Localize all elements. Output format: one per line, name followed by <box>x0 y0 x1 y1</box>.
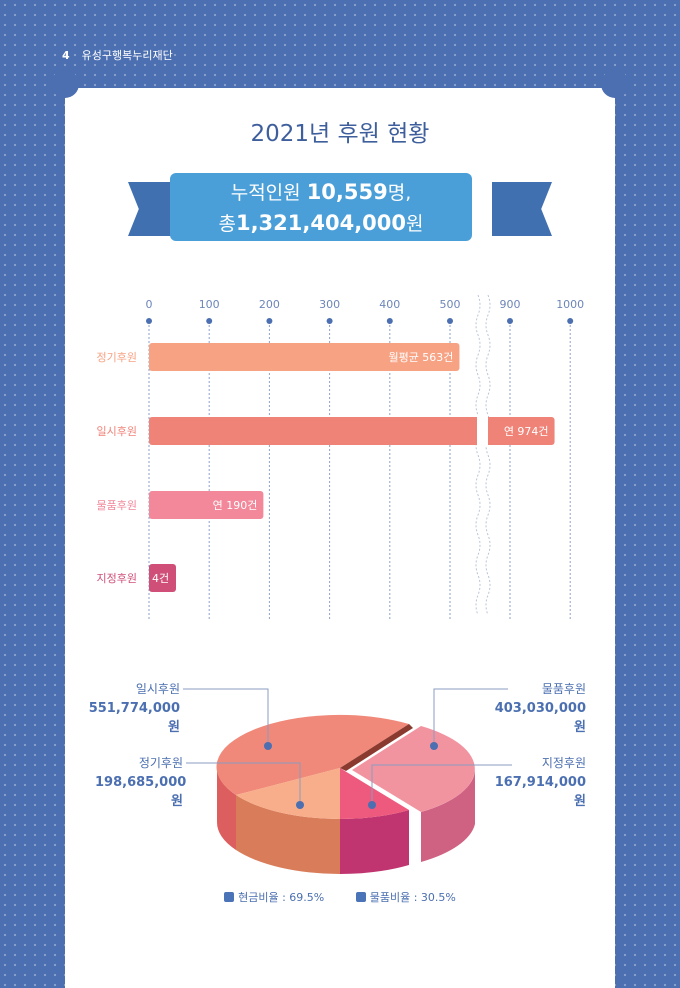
panel-notch <box>601 70 629 98</box>
pie-cut-edge <box>340 724 413 771</box>
bar <box>149 417 555 445</box>
pie-side-mulpum <box>421 769 475 862</box>
panel-notch <box>51 70 79 98</box>
pie-sides <box>216 767 475 875</box>
page-header: 4 유성구행복누리재단 <box>62 47 173 63</box>
tick-label: 0 <box>146 298 153 311</box>
legend-goods: 물품비율 : 30.5% <box>355 891 456 904</box>
callout-jeonggi: 정기후원 198,685,000원 <box>95 756 187 809</box>
org-name: 유성구행복누리재단 <box>81 49 173 62</box>
tick-dot <box>266 318 273 324</box>
tick-label: 1000 <box>556 298 584 311</box>
callout-ilsi: 일시후원 551,774,000원 <box>88 682 180 735</box>
page-title: 2021년 후원 현황 <box>250 121 430 147</box>
tick-dot <box>206 318 213 324</box>
pie-slice-jeonggi <box>236 768 340 820</box>
bar-category-label: 지정후원 <box>97 572 137 585</box>
summary-text: 원 <box>406 213 424 235</box>
pie-slice-mulpum <box>352 726 475 812</box>
pie-side-ilsi <box>216 767 236 850</box>
bar-break-gap <box>477 416 488 446</box>
page-number: 4 <box>62 49 70 62</box>
pie-legend: 현금비율 : 69.5% 물품비율 : 30.5% <box>0 889 680 905</box>
tick-dot <box>447 318 453 324</box>
tick-label: 500 <box>440 298 461 311</box>
legend-cash: 현금비율 : 69.5% <box>224 891 324 904</box>
tick-label: 100 <box>199 298 220 311</box>
callout-jijeong: 지정후원 167,914,000원 <box>494 756 586 809</box>
total-people: 10,559 <box>306 180 388 204</box>
tick-dot <box>386 318 393 324</box>
tick-dot <box>146 318 152 324</box>
bar-data-label: 연 190건 <box>213 499 258 512</box>
tick-label: 300 <box>319 298 340 311</box>
bar-category-label: 일시후원 <box>97 424 137 438</box>
summary-text: 총 <box>218 213 236 235</box>
pie-side-jijeong <box>340 810 409 874</box>
callout-mulpum: 물품후원 403,030,000원 <box>494 682 586 735</box>
callout-dots <box>264 742 438 809</box>
tick-label: 400 <box>379 298 400 311</box>
callout-lines <box>183 688 512 805</box>
bar <box>149 491 264 519</box>
tick-label: 200 <box>259 298 280 311</box>
bar <box>149 564 176 592</box>
summary-text: 명, <box>387 182 412 204</box>
tick-dot <box>567 318 574 324</box>
pie-side-jeonggi <box>236 795 340 875</box>
total-amount: 1,321,404,000 <box>235 211 407 235</box>
bar-data-label: 4건 <box>152 572 169 585</box>
bar-category-label: 물품후원 <box>97 499 137 512</box>
pie-slice-ilsi <box>216 714 409 795</box>
bar-data-label: 월평균 563건 <box>388 351 453 364</box>
tick-dot <box>507 318 513 324</box>
bar-category-label: 정기후원 <box>97 351 137 364</box>
pie-slice-jijeong <box>340 768 409 819</box>
summary-ribbon: 누적인원 10,559명, 총1,321,404,000원 <box>170 173 472 241</box>
tick-label: 900 <box>500 298 521 311</box>
bar <box>149 343 460 371</box>
tick-dot <box>326 318 333 324</box>
bar-data-label: 연 974건 <box>504 425 549 438</box>
summary-text: 누적인원 <box>230 182 307 204</box>
